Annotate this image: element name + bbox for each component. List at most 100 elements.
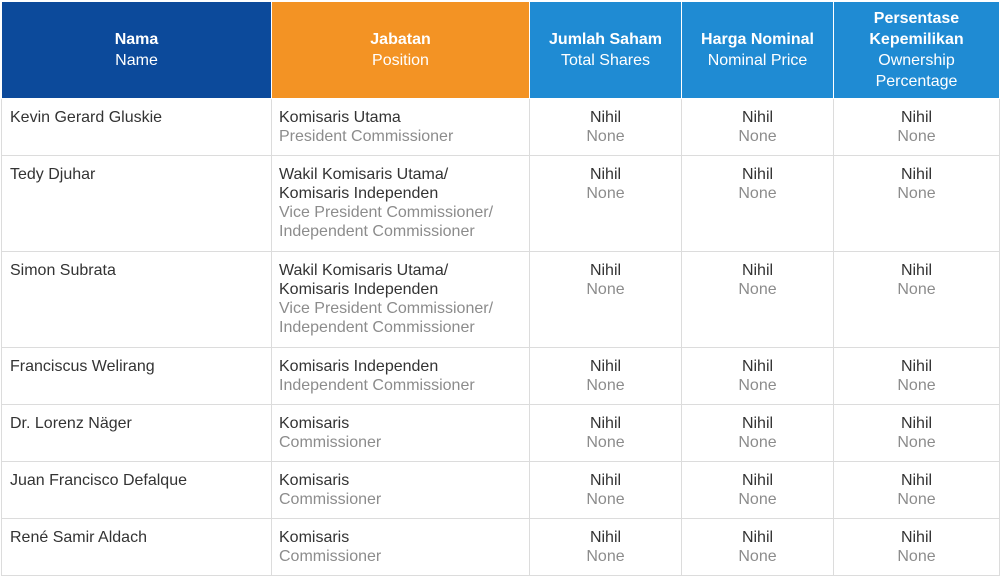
position-id-line: Komisaris Independen: [279, 185, 439, 202]
table-row: Dr. Lorenz Näger Komisaris Commissioner Nih…: [1, 404, 1000, 462]
cell-ownership-percentage-id: Nihil: [900, 415, 933, 432]
cell-nominal-price-id: Nihil: [741, 262, 774, 279]
column-header-position: Jabatan Position: [271, 1, 530, 99]
table-row: Simon Subrata Wakil Komisaris Utama/Komis…: [1, 251, 1000, 348]
cell-position: Komisaris Commissioner: [271, 404, 530, 462]
position-en-line: Commissioner: [279, 548, 382, 565]
table-row: Juan Francisco Defalque Komisaris Commissi…: [1, 461, 1000, 519]
cell-total-shares-en: None: [586, 377, 625, 394]
cell-total-shares-en: None: [586, 281, 625, 298]
cell-nominal-price: Nihil None: [681, 347, 834, 405]
cell-nominal-price-en: None: [738, 548, 777, 565]
cell-total-shares-id: Nihil: [589, 415, 622, 432]
cell-ownership-percentage: Nihil None: [833, 251, 1000, 348]
column-header-total-shares-id: Jumlah Saham: [549, 31, 662, 48]
column-header-ownership-en-line1: Ownership: [878, 52, 955, 69]
position-en-line: Commissioner: [279, 491, 382, 508]
cell-name: Dr. Lorenz Näger: [1, 404, 272, 462]
cell-name: Kevin Gerard Gluskie: [1, 98, 272, 156]
table-row: Franciscus Welirang Komisaris Independen I…: [1, 347, 1000, 405]
cell-nominal-price-id: Nihil: [741, 358, 774, 375]
cell-ownership-percentage-en: None: [897, 185, 936, 202]
position-en-line: Independent Commissioner: [279, 223, 475, 240]
position-id-line: Komisaris: [279, 415, 350, 432]
cell-ownership-percentage-en: None: [897, 548, 936, 565]
column-header-ownership-en-line2: Percentage: [875, 73, 958, 90]
cell-total-shares-id: Nihil: [589, 358, 622, 375]
table-header: Nama Name Jabatan Position Jumlah Saham …: [1, 1, 1000, 99]
cell-nominal-price: Nihil None: [681, 461, 834, 519]
table-row: Tedy Djuhar Wakil Komisaris Utama/Komisar…: [1, 155, 1000, 252]
column-header-ownership-id-line2: Kepemilikan: [869, 31, 964, 48]
cell-total-shares: Nihil None: [529, 251, 682, 348]
cell-nominal-price-en: None: [738, 185, 777, 202]
cell-nominal-price-en: None: [738, 377, 777, 394]
cell-ownership-percentage-id: Nihil: [900, 109, 933, 126]
cell-ownership-percentage: Nihil None: [833, 518, 1000, 576]
cell-total-shares-en: None: [586, 128, 625, 145]
cell-nominal-price: Nihil None: [681, 518, 834, 576]
cell-total-shares-en: None: [586, 548, 625, 565]
cell-total-shares: Nihil None: [529, 347, 682, 405]
position-id-line: Komisaris Independen: [279, 358, 439, 375]
position-en-line: Vice President Commissioner/: [279, 300, 494, 317]
cell-ownership-percentage: Nihil None: [833, 461, 1000, 519]
cell-total-shares: Nihil None: [529, 461, 682, 519]
cell-nominal-price-en: None: [738, 281, 777, 298]
position-en-line: President Commissioner: [279, 128, 454, 145]
cell-ownership-percentage-en: None: [897, 281, 936, 298]
cell-ownership-percentage: Nihil None: [833, 155, 1000, 252]
table-body: Kevin Gerard Gluskie Komisaris Utama Presi…: [1, 98, 1000, 576]
cell-total-shares-id: Nihil: [589, 166, 622, 183]
cell-position: Komisaris Independen Independent Commissi…: [271, 347, 530, 405]
cell-nominal-price-id: Nihil: [741, 472, 774, 489]
cell-nominal-price-id: Nihil: [741, 109, 774, 126]
column-header-total-shares: Jumlah Saham Total Shares: [529, 1, 682, 99]
cell-nominal-price-id: Nihil: [741, 415, 774, 432]
column-header-position-id: Jabatan: [370, 31, 431, 48]
column-header-name-id: Nama: [114, 31, 159, 48]
position-en-line: Vice President Commissioner/: [279, 204, 494, 221]
position-en-line: Commissioner: [279, 434, 382, 451]
column-header-nominal-price: Harga Nominal Nominal Price: [681, 1, 834, 99]
column-header-name-en: Name: [115, 52, 158, 69]
cell-nominal-price-en: None: [738, 434, 777, 451]
cell-ownership-percentage-id: Nihil: [900, 262, 933, 279]
cell-total-shares-id: Nihil: [589, 472, 622, 489]
cell-ownership-percentage-id: Nihil: [900, 472, 933, 489]
position-id-line: Wakil Komisaris Utama/: [279, 262, 449, 279]
cell-nominal-price-en: None: [738, 491, 777, 508]
column-header-nominal-price-id: Harga Nominal: [701, 31, 814, 48]
cell-total-shares: Nihil None: [529, 98, 682, 156]
cell-nominal-price: Nihil None: [681, 404, 834, 462]
header-row: Nama Name Jabatan Position Jumlah Saham …: [1, 1, 1000, 99]
cell-ownership-percentage-en: None: [897, 377, 936, 394]
cell-name: Franciscus Welirang: [1, 347, 272, 405]
cell-total-shares-en: None: [586, 491, 625, 508]
cell-ownership-percentage-en: None: [897, 491, 936, 508]
table-row: Kevin Gerard Gluskie Komisaris Utama Presi…: [1, 98, 1000, 156]
cell-ownership-percentage: Nihil None: [833, 98, 1000, 156]
position-en-line: Independent Commissioner: [279, 319, 475, 336]
cell-ownership-percentage: Nihil None: [833, 404, 1000, 462]
column-header-nominal-price-en: Nominal Price: [707, 52, 808, 69]
column-header-ownership-percentage: Persentase Kepemilikan Ownership Percent…: [833, 1, 1000, 99]
cell-total-shares: Nihil None: [529, 518, 682, 576]
cell-nominal-price: Nihil None: [681, 98, 834, 156]
cell-total-shares: Nihil None: [529, 155, 682, 252]
cell-name: René Samir Aldach: [1, 518, 272, 576]
cell-nominal-price-id: Nihil: [741, 529, 774, 546]
cell-name: Simon Subrata: [1, 251, 272, 348]
position-id-line: Komisaris: [279, 529, 350, 546]
cell-nominal-price-en: None: [738, 128, 777, 145]
position-id-line: Komisaris Utama: [279, 109, 401, 126]
cell-ownership-percentage-id: Nihil: [900, 358, 933, 375]
position-en-line: Independent Commissioner: [279, 377, 475, 394]
cell-nominal-price-id: Nihil: [741, 166, 774, 183]
cell-position: Wakil Komisaris Utama/Komisaris Independ…: [271, 251, 530, 348]
cell-nominal-price: Nihil None: [681, 251, 834, 348]
cell-total-shares: Nihil None: [529, 404, 682, 462]
position-id-line: Wakil Komisaris Utama/: [279, 166, 449, 183]
cell-total-shares-id: Nihil: [589, 529, 622, 546]
